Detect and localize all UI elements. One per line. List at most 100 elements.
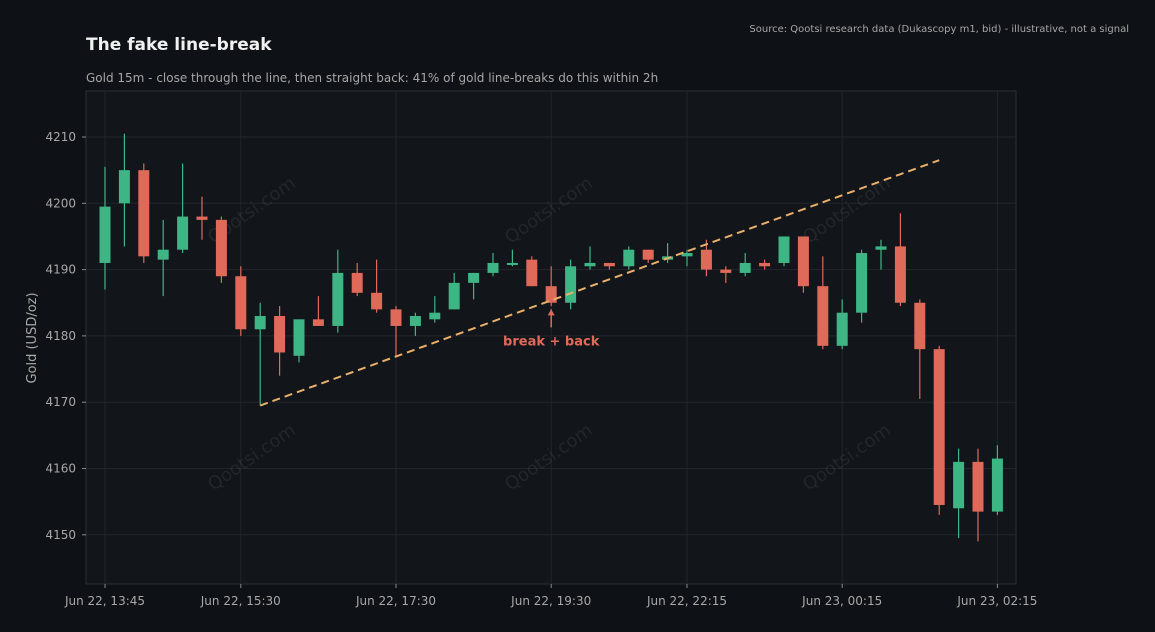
candle-down bbox=[720, 266, 732, 283]
candle-body bbox=[177, 216, 189, 250]
candle-body bbox=[468, 272, 480, 283]
candle-body bbox=[584, 262, 596, 267]
x-tick-label: Jun 22, 13:45 bbox=[64, 594, 145, 608]
candle-up bbox=[332, 249, 344, 333]
candle-down bbox=[642, 249, 654, 263]
candle-body bbox=[371, 292, 383, 310]
candle-up bbox=[953, 448, 965, 539]
candle-down bbox=[390, 306, 402, 356]
candle-body bbox=[642, 249, 654, 260]
y-tick-label: 4170 bbox=[45, 395, 76, 409]
candle-up bbox=[623, 246, 635, 270]
y-axis: 4150 4160 4170 4180 4190 4200 4210 bbox=[45, 130, 86, 542]
candle-down bbox=[759, 259, 771, 270]
candle-down bbox=[526, 256, 538, 287]
candle-body bbox=[953, 461, 965, 509]
candle-down bbox=[894, 213, 906, 307]
candle-body bbox=[797, 236, 809, 287]
candle-body bbox=[894, 246, 906, 303]
y-axis-label: Gold (USD/oz) bbox=[25, 292, 40, 383]
candle-up bbox=[739, 253, 751, 277]
candle-body bbox=[856, 253, 868, 313]
candle-body bbox=[720, 269, 732, 273]
candle-up bbox=[118, 133, 130, 247]
candle-body bbox=[817, 286, 829, 346]
source-note: Source: Qootsi research data (Dukascopy … bbox=[749, 24, 1129, 35]
y-tick-label: 4190 bbox=[45, 263, 76, 277]
candle-down bbox=[700, 239, 712, 277]
x-axis: Jun 22, 13:45 Jun 22, 15:30 Jun 22, 17:30 J… bbox=[64, 584, 1037, 608]
candle-up bbox=[565, 259, 577, 310]
candle-down bbox=[138, 163, 150, 263]
y-tick-label: 4150 bbox=[45, 528, 76, 542]
candle-up bbox=[506, 249, 518, 267]
candle-body bbox=[778, 236, 790, 263]
candle-body bbox=[623, 249, 635, 267]
y-tick-label: 4210 bbox=[45, 130, 76, 144]
chart-title: The fake line-break bbox=[86, 35, 272, 55]
x-tick-label: Jun 22, 17:30 bbox=[355, 594, 436, 608]
candle-body bbox=[448, 282, 460, 310]
candle-body bbox=[545, 286, 557, 303]
candle-up bbox=[991, 445, 1003, 515]
candle-body bbox=[914, 302, 926, 350]
candle-body bbox=[487, 262, 499, 273]
candle-body bbox=[118, 170, 130, 204]
candle-up bbox=[875, 239, 887, 270]
candle-down bbox=[312, 296, 324, 326]
overlay: break + back bbox=[259, 159, 940, 407]
candle-down bbox=[817, 256, 829, 350]
candle-body bbox=[99, 206, 111, 263]
candle-up bbox=[177, 163, 189, 254]
candle-up bbox=[409, 312, 421, 336]
candle-body bbox=[157, 249, 169, 260]
candle-up bbox=[254, 302, 266, 406]
candle-body bbox=[933, 349, 945, 505]
candle-up bbox=[681, 249, 693, 267]
candle-up bbox=[836, 299, 848, 350]
candle-body bbox=[293, 319, 305, 356]
candle-body bbox=[235, 276, 247, 330]
candle-body bbox=[972, 461, 984, 512]
candle-body bbox=[836, 312, 848, 346]
candle-down bbox=[972, 448, 984, 542]
candle-body bbox=[196, 216, 208, 220]
x-tick-label: Jun 22, 15:30 bbox=[200, 594, 281, 608]
x-tick-label: Jun 23, 02:15 bbox=[956, 594, 1037, 608]
candle-body bbox=[991, 458, 1003, 512]
candle-body bbox=[565, 266, 577, 303]
candle-body bbox=[875, 246, 887, 250]
candle-body bbox=[351, 272, 363, 293]
candle-body bbox=[700, 249, 712, 270]
candle-down bbox=[603, 262, 615, 270]
candle-down bbox=[215, 216, 227, 283]
annotation-arrowhead bbox=[547, 309, 555, 316]
candle-body bbox=[506, 262, 518, 265]
candles bbox=[99, 133, 1003, 542]
candle-up bbox=[468, 272, 480, 300]
candle-body bbox=[390, 309, 402, 326]
candle-body bbox=[332, 272, 344, 326]
candle-body bbox=[215, 219, 227, 277]
candle-down bbox=[797, 236, 809, 293]
candle-down bbox=[545, 266, 557, 307]
candle-body bbox=[409, 316, 421, 326]
candle-body bbox=[138, 170, 150, 257]
candle-body bbox=[739, 262, 751, 273]
candle-down bbox=[933, 345, 945, 515]
candle-body bbox=[274, 316, 286, 353]
candle-down bbox=[914, 299, 926, 399]
x-tick-label: Jun 22, 19:30 bbox=[510, 594, 591, 608]
candle-down bbox=[371, 259, 383, 313]
candle-body bbox=[254, 316, 266, 330]
candle-up bbox=[778, 236, 790, 267]
candle-up bbox=[293, 319, 305, 363]
y-tick-label: 4180 bbox=[45, 329, 76, 343]
candle-body bbox=[312, 319, 324, 326]
candle-up bbox=[157, 219, 169, 297]
candle-body bbox=[759, 262, 771, 267]
x-tick-label: Jun 22, 22:15 bbox=[646, 594, 727, 608]
candle-up bbox=[487, 253, 499, 277]
trend-line bbox=[259, 159, 940, 407]
